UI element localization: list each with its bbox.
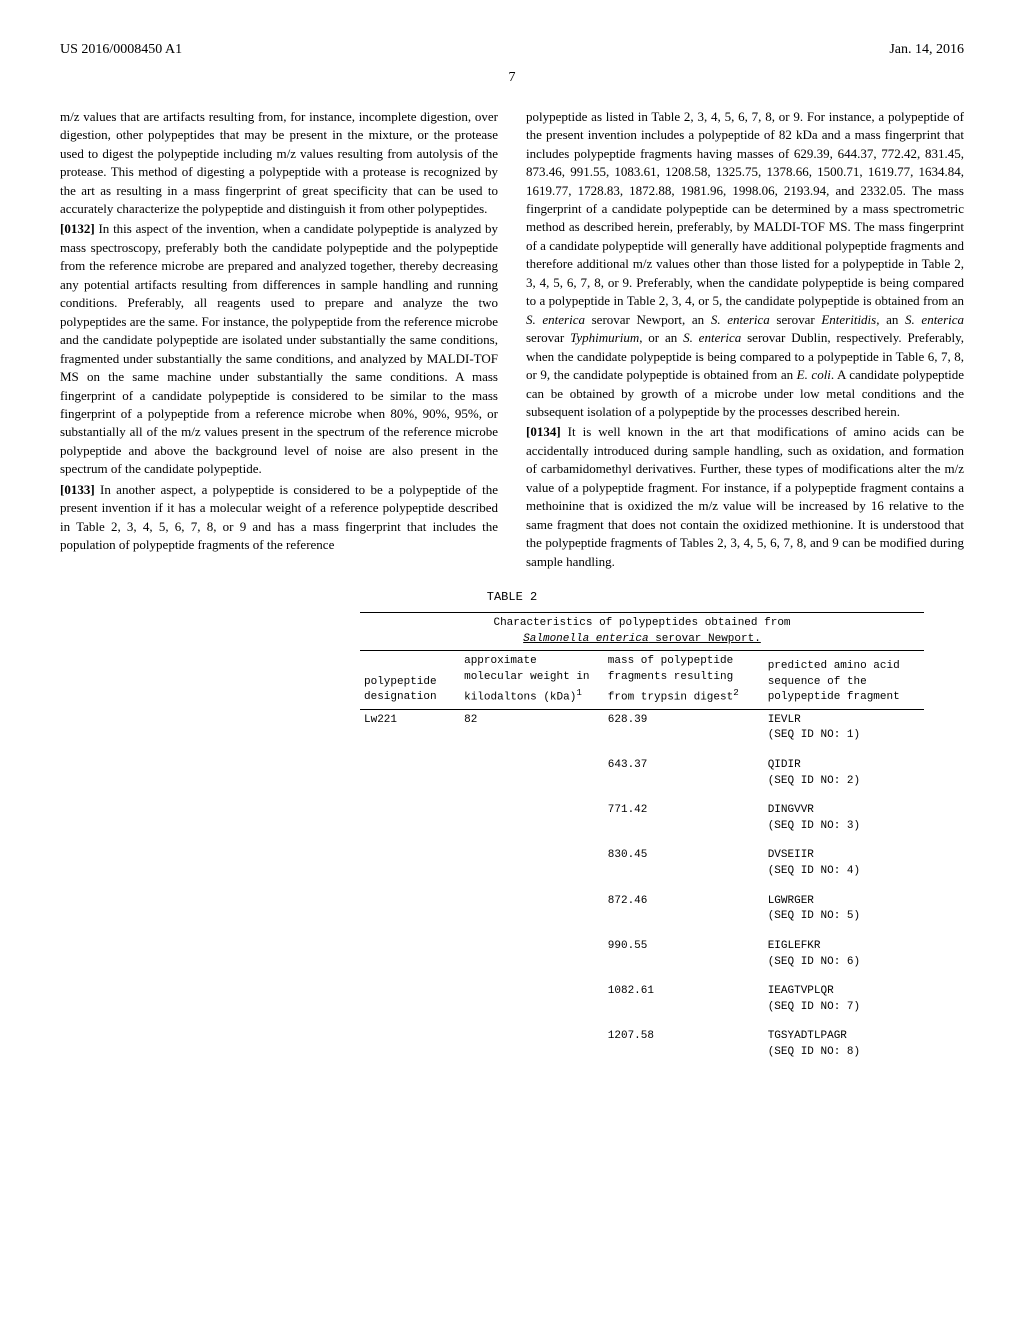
right-p1-i3: Enteritidis bbox=[821, 312, 876, 327]
cell-mass: 771.42 bbox=[604, 800, 764, 837]
right-p1-f: , or an bbox=[639, 330, 683, 345]
two-column-layout: m/z values that are artifacts resulting … bbox=[60, 108, 964, 573]
left-paragraph-2-text: In this aspect of the invention, when a … bbox=[60, 221, 498, 476]
cell-sequence: TGSYADTLPAGR(SEQ ID NO: 8) bbox=[764, 1026, 924, 1063]
table-header-designation: polypeptide designation bbox=[360, 651, 460, 709]
left-paragraph-1: m/z values that are artifacts resulting … bbox=[60, 108, 498, 219]
cell-sequence: IEVLR(SEQ ID NO: 1) bbox=[764, 709, 924, 747]
table-title-line1: Characteristics of polypeptides obtained… bbox=[493, 617, 790, 629]
header-left: US 2016/0008450 A1 bbox=[60, 40, 182, 60]
right-p1-a: polypeptide as listed in Table 2, 3, 4, … bbox=[526, 109, 964, 309]
right-p1-i1: S. enterica bbox=[526, 312, 585, 327]
table-header-sequence: predicted amino acid sequence of the pol… bbox=[764, 651, 924, 709]
cell-mass: 990.55 bbox=[604, 936, 764, 973]
header-right: Jan. 14, 2016 bbox=[889, 40, 964, 60]
table-row: 771.42 DINGVVR(SEQ ID NO: 3) bbox=[360, 800, 924, 837]
right-p1-b: serovar Newport, an bbox=[585, 312, 711, 327]
table-body: Lw221 82 628.39 IEVLR(SEQ ID NO: 1) 643.… bbox=[360, 709, 924, 1063]
table-header-row: polypeptide designation approximate mole… bbox=[360, 651, 924, 709]
cell-sequence: EIGLEFKR(SEQ ID NO: 6) bbox=[764, 936, 924, 973]
table-title-row: Characteristics of polypeptides obtained… bbox=[360, 613, 924, 651]
right-paragraph-1: polypeptide as listed in Table 2, 3, 4, … bbox=[526, 108, 964, 422]
cell-kda: 82 bbox=[460, 709, 604, 747]
table-title-italic: Salmonella enterica bbox=[523, 633, 648, 645]
table-title-line3: serovar Newport. bbox=[649, 633, 761, 645]
table-header-mass: mass of polypeptide fragments resulting … bbox=[604, 651, 764, 709]
table-row: 643.37 QIDIR(SEQ ID NO: 2) bbox=[360, 755, 924, 792]
right-p1-i4: S. enterica bbox=[905, 312, 964, 327]
table-title: Characteristics of polypeptides obtained… bbox=[360, 613, 924, 651]
cell-mass: 872.46 bbox=[604, 891, 764, 928]
page-header: US 2016/0008450 A1 Jan. 14, 2016 bbox=[60, 40, 964, 60]
cell-sequence: IEAGTVPLQR(SEQ ID NO: 7) bbox=[764, 981, 924, 1018]
right-paragraph-2: [0134] It is well known in the art that … bbox=[526, 423, 964, 571]
cell-mass: 643.37 bbox=[604, 755, 764, 792]
page-number: 7 bbox=[60, 68, 964, 88]
cell-sequence: DVSEIIR(SEQ ID NO: 4) bbox=[764, 845, 924, 882]
cell-mass: 1082.61 bbox=[604, 981, 764, 1018]
cell-sequence: DINGVVR(SEQ ID NO: 3) bbox=[764, 800, 924, 837]
table-header-kda: approximate molecular weight in kilodalt… bbox=[460, 651, 604, 709]
right-p1-i6: S. enterica bbox=[683, 330, 741, 345]
cell-sequence: LGWRGER(SEQ ID NO: 5) bbox=[764, 891, 924, 928]
right-p1-c: serovar bbox=[770, 312, 822, 327]
right-p1-i2: S. enterica bbox=[711, 312, 770, 327]
left-paragraph-3-text: In another aspect, a polypeptide is cons… bbox=[60, 482, 498, 552]
paragraph-number-0134: [0134] bbox=[526, 424, 561, 439]
cell-mass: 1207.58 bbox=[604, 1026, 764, 1063]
polypeptide-table: Characteristics of polypeptides obtained… bbox=[360, 612, 924, 1063]
table-wrapper: Characteristics of polypeptides obtained… bbox=[360, 612, 924, 1063]
left-column: m/z values that are artifacts resulting … bbox=[60, 108, 498, 573]
paragraph-number-0133: [0133] bbox=[60, 482, 95, 497]
cell-mass: 628.39 bbox=[604, 709, 764, 747]
table-label: TABLE 2 bbox=[60, 589, 964, 606]
cell-mass: 830.45 bbox=[604, 845, 764, 882]
cell-designation: Lw221 bbox=[360, 709, 460, 747]
table-row: 990.55 EIGLEFKR(SEQ ID NO: 6) bbox=[360, 936, 924, 973]
right-column: polypeptide as listed in Table 2, 3, 4, … bbox=[526, 108, 964, 573]
table-row: 1207.58 TGSYADTLPAGR(SEQ ID NO: 8) bbox=[360, 1026, 924, 1063]
right-p1-e: serovar bbox=[526, 330, 570, 345]
right-p1-i5: Typhimurium bbox=[570, 330, 639, 345]
left-paragraph-2: [0132] In this aspect of the invention, … bbox=[60, 220, 498, 478]
table-row: 872.46 LGWRGER(SEQ ID NO: 5) bbox=[360, 891, 924, 928]
right-p1-i7: E. coli bbox=[797, 367, 831, 382]
paragraph-number-0132: [0132] bbox=[60, 221, 95, 236]
cell-sequence: QIDIR(SEQ ID NO: 2) bbox=[764, 755, 924, 792]
right-paragraph-2-text: It is well known in the art that modific… bbox=[526, 424, 964, 568]
table-row: 830.45 DVSEIIR(SEQ ID NO: 4) bbox=[360, 845, 924, 882]
table-row: 1082.61 IEAGTVPLQR(SEQ ID NO: 7) bbox=[360, 981, 924, 1018]
left-paragraph-3: [0133] In another aspect, a polypeptide … bbox=[60, 481, 498, 555]
right-p1-d: , an bbox=[876, 312, 905, 327]
table-row: Lw221 82 628.39 IEVLR(SEQ ID NO: 1) bbox=[360, 709, 924, 747]
